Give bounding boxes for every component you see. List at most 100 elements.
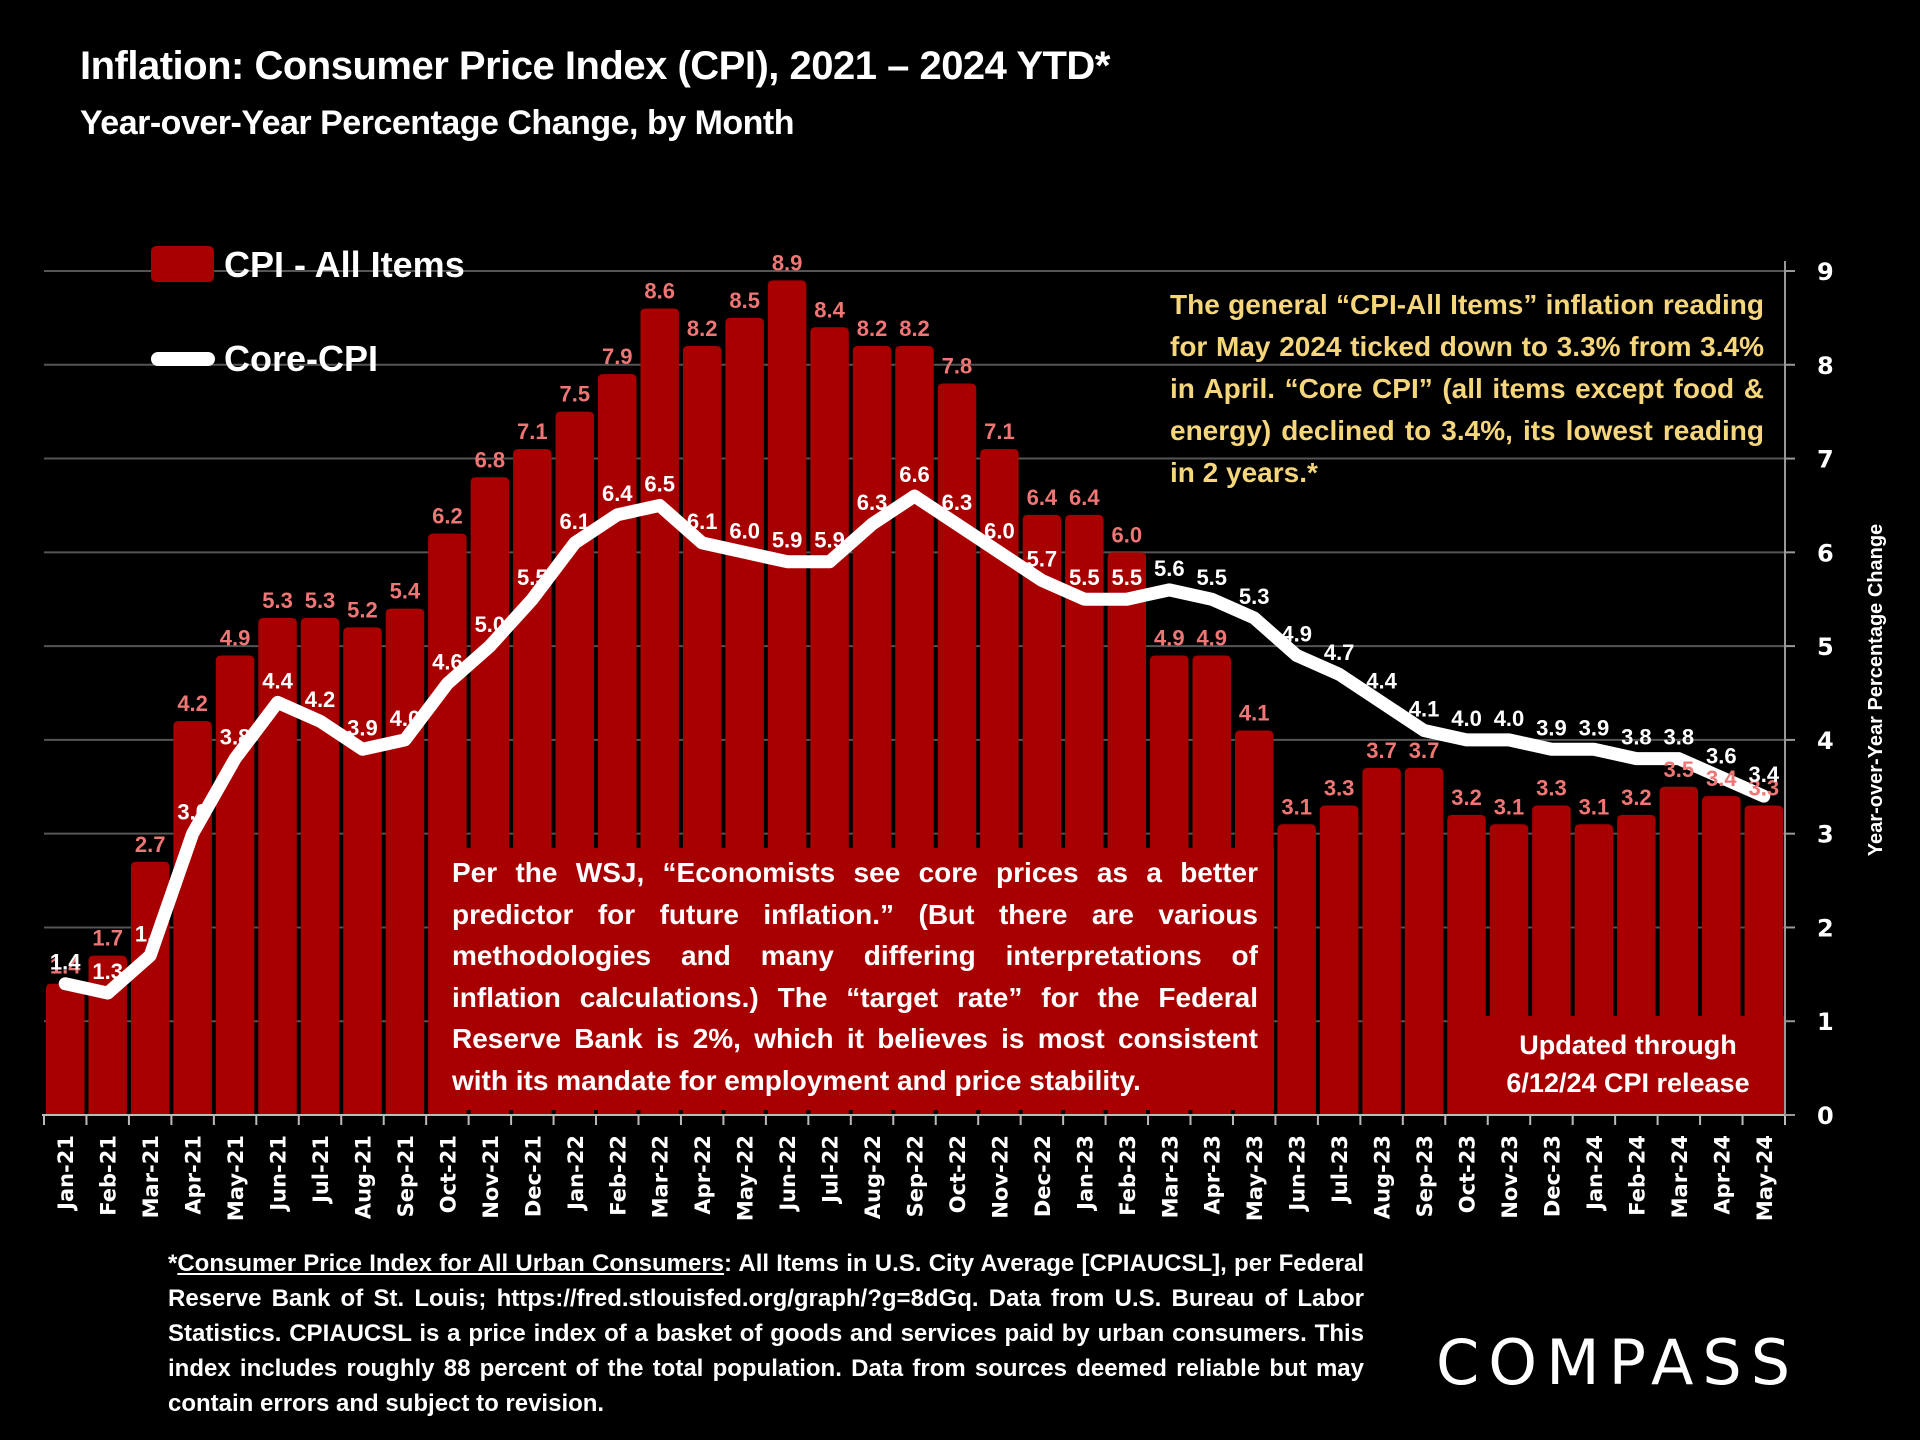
legend-swatch-cpi: [151, 246, 214, 282]
bar-value-label: 4.9: [220, 625, 251, 650]
core-value-label: 6.1: [559, 509, 590, 534]
x-tick-label: Aug-21: [351, 1135, 375, 1219]
core-value-label: 5.5: [1069, 565, 1100, 590]
core-value-label: 6.4: [602, 481, 633, 506]
legend: CPI - All Items Core-CPI: [151, 244, 465, 379]
bar: [46, 983, 85, 1115]
core-value-label: 3.9: [1579, 715, 1610, 740]
bar-value-label: 5.3: [262, 588, 293, 613]
x-tick-label: Jun-23: [1286, 1135, 1310, 1213]
core-value-label: 6.3: [857, 490, 888, 515]
x-tick-label: Nov-21: [479, 1135, 503, 1219]
core-value-label: 1.3: [92, 959, 123, 984]
core-value-label: 6.5: [644, 471, 675, 496]
x-tick-label: May-22: [734, 1135, 758, 1221]
core-value-label: 6.6: [899, 462, 930, 487]
bar-value-label: 7.9: [602, 344, 633, 369]
y-tick-label: 5: [1817, 633, 1834, 661]
bar: [1404, 768, 1444, 1115]
legend-label-cpi: CPI - All Items: [224, 244, 465, 285]
core-value-label: 6.3: [942, 490, 973, 515]
bar-value-label: 4.9: [1196, 625, 1227, 650]
x-tick-label: Oct-21: [436, 1135, 460, 1213]
bar-value-label: 2.7: [135, 832, 166, 857]
y-tick-label: 6: [1817, 539, 1834, 567]
core-value-label: 3.0: [177, 800, 208, 825]
bar-value-label: 8.6: [644, 279, 675, 304]
core-value-label: 3.8: [220, 725, 251, 750]
x-tick-label: Jan-23: [1073, 1135, 1097, 1212]
core-value-label: 4.1: [1409, 697, 1440, 722]
x-tick-label: Oct-23: [1456, 1135, 1480, 1213]
x-tick-label: Feb-21: [97, 1135, 121, 1216]
annotation-wsj-quote: Per the WSJ, “Economists see core prices…: [452, 857, 1258, 1096]
x-tick-label: Feb-23: [1116, 1135, 1140, 1216]
bar-data-labels: 1.4 1.7 2.7 4.2 4.9 5.3 5.3 5.2 5.4 6.2 6.8 7.1 7.5 7…: [50, 250, 1779, 978]
core-value-label: 3.6: [1706, 743, 1737, 768]
x-tick-label: Jul-23: [1328, 1135, 1352, 1205]
x-tick-label: Sep-22: [904, 1135, 928, 1217]
x-tick-label: Oct-22: [946, 1135, 970, 1213]
x-tick-label: Nov-22: [988, 1135, 1012, 1219]
y-tick-label: 2: [1817, 914, 1834, 942]
bar: [173, 721, 212, 1115]
core-value-label: 6.1: [687, 509, 718, 534]
footnote-body: : All Items in U.S. City Average [CPIAUC…: [168, 1250, 1365, 1417]
bar-value-label: 8.2: [687, 316, 718, 341]
bar-value-label: 6.8: [475, 447, 506, 472]
bar-value-label: 3.3: [1536, 776, 1567, 801]
y-tick-label: 9: [1817, 258, 1834, 286]
core-value-label: 4.4: [1366, 668, 1397, 693]
core-value-label: 4.0: [390, 706, 421, 731]
x-tick-label: Jul-22: [819, 1135, 843, 1205]
bar: [1319, 805, 1359, 1115]
bar-value-label: 8.5: [729, 288, 760, 313]
y-tick-label: 4: [1817, 727, 1834, 755]
core-value-label: 6.0: [729, 518, 760, 543]
bar-value-label: 7.5: [559, 382, 590, 407]
core-value-label: 3.9: [347, 715, 378, 740]
bar: [343, 627, 382, 1115]
x-tick-label: Jun-22: [776, 1135, 800, 1213]
core-value-label: 1.4: [50, 950, 81, 975]
x-tick-label: Apr-22: [691, 1135, 715, 1215]
x-tick-label: May-24: [1753, 1135, 1777, 1221]
x-tick-label: Sep-21: [394, 1135, 418, 1217]
bar: [1277, 824, 1316, 1115]
compass-logo: COMPASS: [1436, 1326, 1799, 1399]
bar-value-label: 3.2: [1451, 785, 1482, 810]
bar-value-label: 4.2: [177, 691, 208, 716]
x-tick-label: Jun-21: [267, 1135, 291, 1213]
x-tick-label: Nov-23: [1498, 1135, 1522, 1219]
bar-value-label: 5.2: [347, 597, 378, 622]
updated-line-2: 6/12/24 CPI release: [1506, 1068, 1750, 1098]
y-tick-label: 3: [1817, 821, 1834, 849]
x-tick-label: Apr-21: [182, 1135, 206, 1215]
bar-value-label: 4.1: [1239, 701, 1270, 726]
bar: [258, 617, 297, 1115]
core-value-label: 4.0: [1494, 706, 1525, 731]
bar-value-label: 7.1: [984, 419, 1015, 444]
x-tick-label: Mar-24: [1668, 1135, 1692, 1218]
core-value-label: 4.7: [1324, 640, 1355, 665]
core-value-label: 4.0: [1451, 706, 1482, 731]
core-value-label: 5.6: [1154, 556, 1185, 581]
core-value-label: 3.8: [1664, 725, 1695, 750]
y-tick-label: 7: [1817, 446, 1834, 474]
x-tick-label: Jul-21: [309, 1135, 333, 1205]
source-footnote: *Consumer Price Index for All Urban Cons…: [168, 1246, 1364, 1421]
bar: [1362, 768, 1401, 1115]
core-data-labels: 1.4 1.3 1.7 3.0 3.8 4.4 4.2 3.9 4.0 4.6 5.0 5.5 6.1 6…: [50, 462, 1780, 984]
x-tick-label: Jan-22: [564, 1135, 588, 1212]
axes: [42, 261, 1795, 1125]
updated-line-1: Updated through: [1519, 1030, 1737, 1060]
core-value-label: 1.7: [135, 922, 166, 947]
y-axis-label: Year-over-Year Percentage Change: [1865, 524, 1887, 856]
core-value-label: 5.7: [1027, 546, 1058, 571]
y-axis-ticks: 0 1 2 3 4 5 6 7 8 9: [1817, 258, 1834, 1130]
bar-value-label: 7.1: [517, 419, 548, 444]
core-value-label: 5.9: [772, 528, 803, 553]
bar-value-label: 3.1: [1494, 794, 1525, 819]
x-tick-label: Dec-22: [1031, 1135, 1055, 1217]
footnote-series-name: Consumer Price Index for All Urban Consu…: [177, 1250, 725, 1277]
